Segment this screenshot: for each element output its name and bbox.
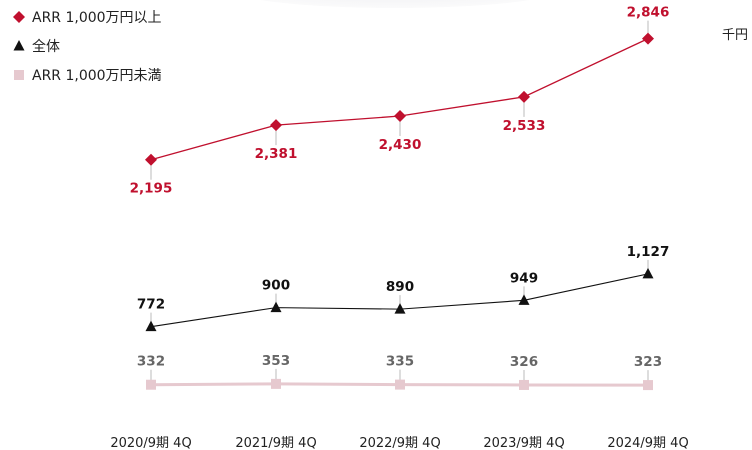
x-axis: 2020/9期 4Q 2021/9期 4Q 2022/9期 4Q 2023/9期 4Q… <box>110 436 688 450</box>
series-triangle: 772 900 890 949 1,127 <box>135 242 671 332</box>
data-point <box>146 379 156 390</box>
data-label: 890 <box>386 279 414 295</box>
data-label: 2,381 <box>255 146 298 162</box>
series-square: 332 353 335 326 323 <box>135 351 664 391</box>
data-point <box>518 90 530 103</box>
data-point <box>518 294 530 305</box>
data-point <box>642 32 654 45</box>
series-diamond: 2,195 2,381 2,430 2,533 2,846 <box>128 3 671 198</box>
x-tick-label: 2022/9期 4Q <box>359 436 440 450</box>
data-label: 2,430 <box>379 137 422 153</box>
data-point <box>271 378 281 389</box>
legend-label: ARR 1,000万円未満 <box>32 68 162 84</box>
data-label: 2,846 <box>627 5 670 21</box>
data-point <box>394 303 406 314</box>
data-point <box>519 379 529 390</box>
data-label: 353 <box>262 353 290 369</box>
data-label: 323 <box>634 354 662 370</box>
data-label: 335 <box>386 354 414 370</box>
data-label: 949 <box>510 270 538 286</box>
data-label: 900 <box>262 278 290 294</box>
top-glow <box>230 0 560 8</box>
data-label: 2,195 <box>130 181 173 197</box>
x-tick-label: 2021/9期 4Q <box>235 436 316 450</box>
legend-item: ARR 1,000万円未満 <box>14 68 162 84</box>
legend-label: 全体 <box>32 38 60 55</box>
data-point <box>643 380 653 391</box>
data-label: 1,127 <box>627 244 670 260</box>
data-point <box>270 301 282 313</box>
data-point <box>145 320 157 332</box>
data-point <box>145 153 157 166</box>
x-tick-label: 2024/9期 4Q <box>607 436 688 450</box>
legend-item: 全体 <box>13 38 60 55</box>
legend-item: ARR 1,000万円以上 <box>13 10 162 26</box>
data-label: 772 <box>137 297 165 313</box>
data-point <box>642 267 654 279</box>
legend-diamond-marker <box>13 11 25 23</box>
unit-label: 千円 <box>722 28 748 43</box>
x-tick-label: 2023/9期 4Q <box>483 436 564 450</box>
legend-triangle-marker <box>13 40 25 51</box>
data-label: 2,533 <box>503 118 546 134</box>
data-label: 326 <box>510 354 538 370</box>
data-point <box>395 379 405 390</box>
x-tick-label: 2020/9期 4Q <box>110 436 191 450</box>
legend-label: ARR 1,000万円以上 <box>32 10 162 26</box>
legend-square-marker <box>14 70 24 80</box>
data-point <box>394 110 406 123</box>
series-layer: 332 353 335 326 323 772 900 890 949 1,127 2,195 2,3… <box>128 3 671 391</box>
data-point <box>270 119 282 132</box>
data-label: 332 <box>137 354 165 370</box>
